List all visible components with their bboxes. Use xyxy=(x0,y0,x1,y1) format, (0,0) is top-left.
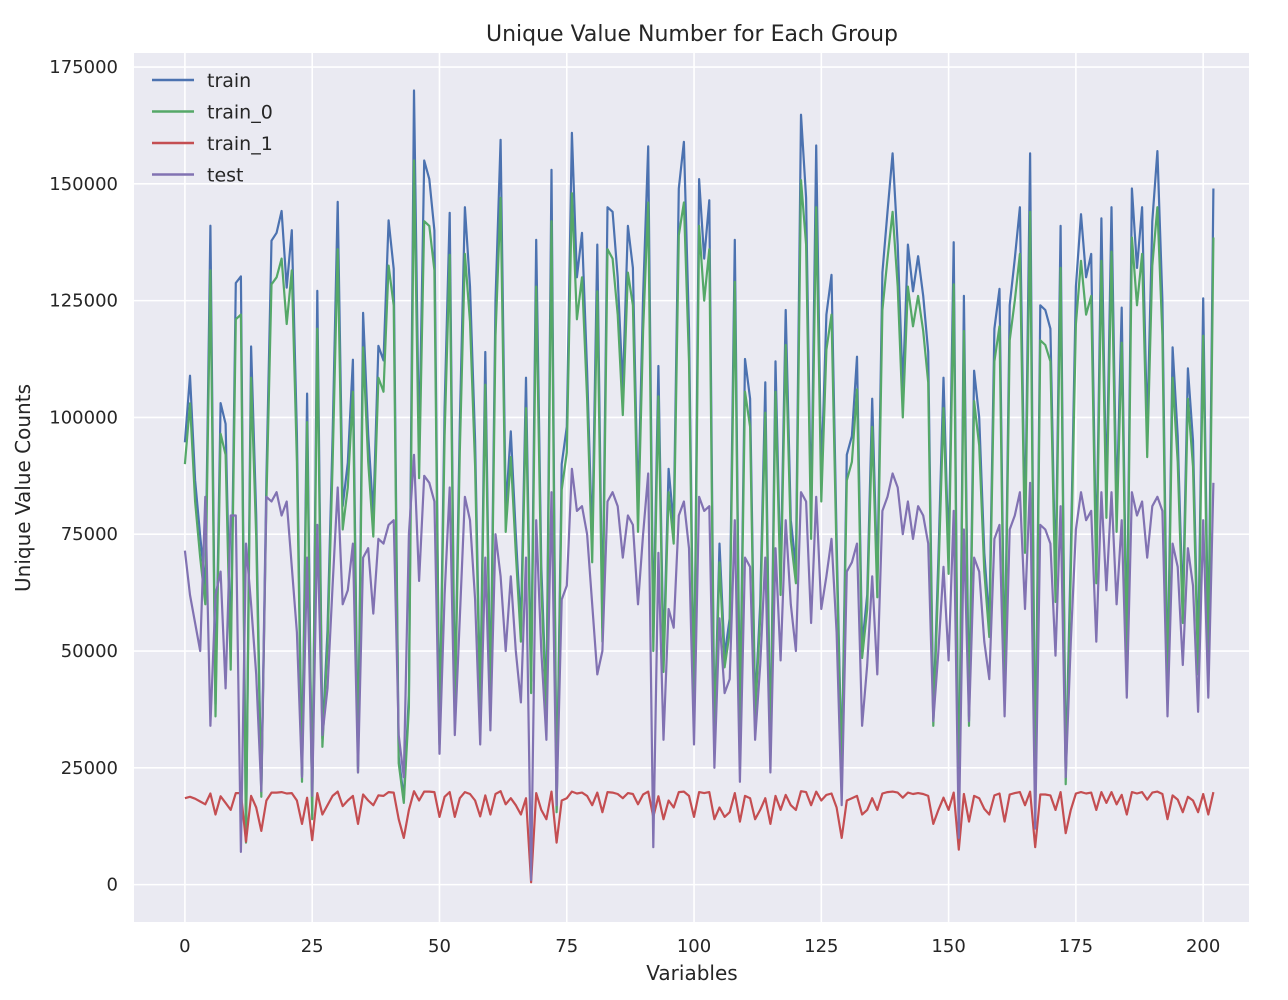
x-tick-label: 200 xyxy=(1186,936,1220,957)
y-tick-label: 75000 xyxy=(61,524,118,545)
legend-label: train_1 xyxy=(207,133,273,155)
x-tick-label: 100 xyxy=(677,936,711,957)
legend-label: train_0 xyxy=(207,102,273,124)
y-tick-label: 125000 xyxy=(49,291,118,312)
x-axis-ticks: 0 25 50 75 100 125 150 175 200 xyxy=(179,936,1220,957)
x-tick-label: 25 xyxy=(301,936,324,957)
y-tick-label: 0 xyxy=(107,875,118,896)
legend-label: train xyxy=(207,70,251,92)
y-tick-label: 50000 xyxy=(61,641,118,662)
legend-label: test xyxy=(207,165,244,187)
series-line-test xyxy=(183,453,1215,882)
series-line-train-1 xyxy=(184,790,1215,884)
y-axis-label: Unique Value Counts xyxy=(11,384,35,592)
y-tick-label: 175000 xyxy=(49,57,118,78)
x-tick-label: 50 xyxy=(428,936,451,957)
x-tick-label: 150 xyxy=(931,936,965,957)
series-line-train-0 xyxy=(183,159,1215,844)
x-tick-label: 175 xyxy=(1059,936,1093,957)
x-tick-label: 125 xyxy=(804,936,838,957)
series-layer xyxy=(183,89,1215,884)
x-tick-label: 0 xyxy=(179,936,190,957)
y-tick-label: 100000 xyxy=(49,407,118,428)
chart-title: Unique Value Number for Each Group xyxy=(486,22,898,47)
x-axis-label: Variables xyxy=(646,961,737,985)
grid-lines xyxy=(134,53,1249,922)
y-tick-label: 25000 xyxy=(61,758,118,779)
y-tick-label: 150000 xyxy=(49,174,118,195)
x-tick-label: 75 xyxy=(555,936,578,957)
y-axis-ticks: 0 25000 50000 75000 100000 125000 150000 175000 xyxy=(49,57,118,896)
